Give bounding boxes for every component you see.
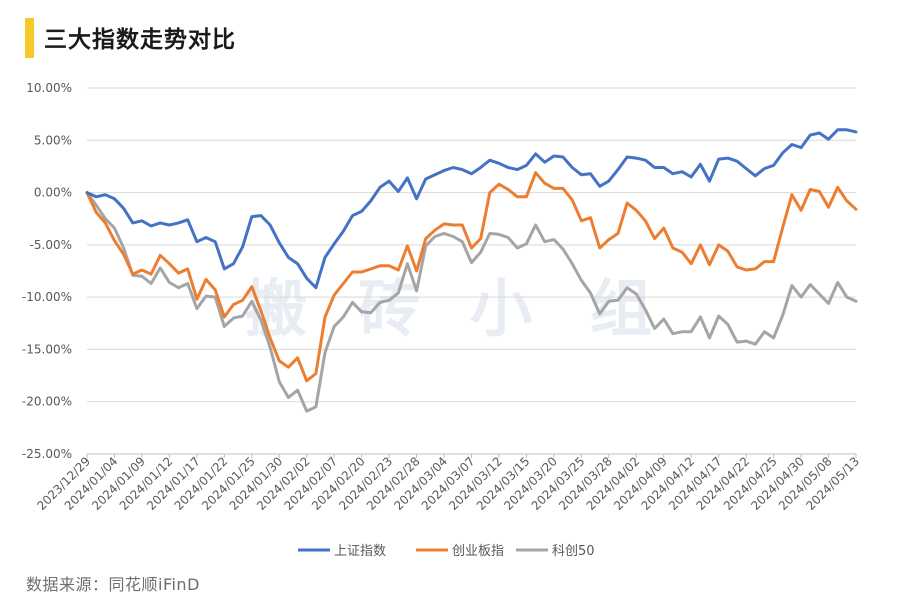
series-line-上证指数 — [85, 128, 858, 290]
y-tick-label: -20.00% — [22, 395, 72, 409]
data-source: 数据来源：同花顺iFinD — [26, 575, 200, 594]
y-tick-label: -15.00% — [22, 342, 72, 356]
series-lines — [85, 128, 858, 413]
legend-label: 科创50 — [552, 544, 595, 559]
title-accent-bar — [25, 18, 34, 58]
x-axis: 2023/12/292024/01/042024/01/092024/01/12… — [34, 454, 862, 513]
series-line-创业板指 — [85, 171, 858, 383]
legend-label: 上证指数 — [334, 544, 386, 559]
y-tick-label: -5.00% — [30, 238, 72, 252]
watermark-char-2: 砖 — [358, 272, 421, 345]
y-tick-label: 5.00% — [34, 133, 72, 147]
y-tick-label: -10.00% — [22, 290, 72, 304]
watermark-char-4: 组 — [590, 272, 653, 345]
series-line-科创50 — [85, 191, 858, 413]
watermark-char-3: 小 — [470, 272, 533, 345]
y-axis: 10.00% 5.00% 0.00% -5.00% -10.00% -15.00% -20.… — [22, 81, 72, 461]
legend-label: 创业板指 — [452, 544, 504, 559]
gridlines — [87, 87, 856, 455]
y-tick-label: 10.00% — [26, 81, 72, 95]
legend: 上证指数 创业板指 科创50 — [298, 544, 595, 559]
y-tick-label: -25.00% — [22, 447, 72, 461]
y-tick-label: 0.00% — [34, 186, 72, 200]
chart-title: 三大指数走势对比 — [44, 27, 236, 53]
